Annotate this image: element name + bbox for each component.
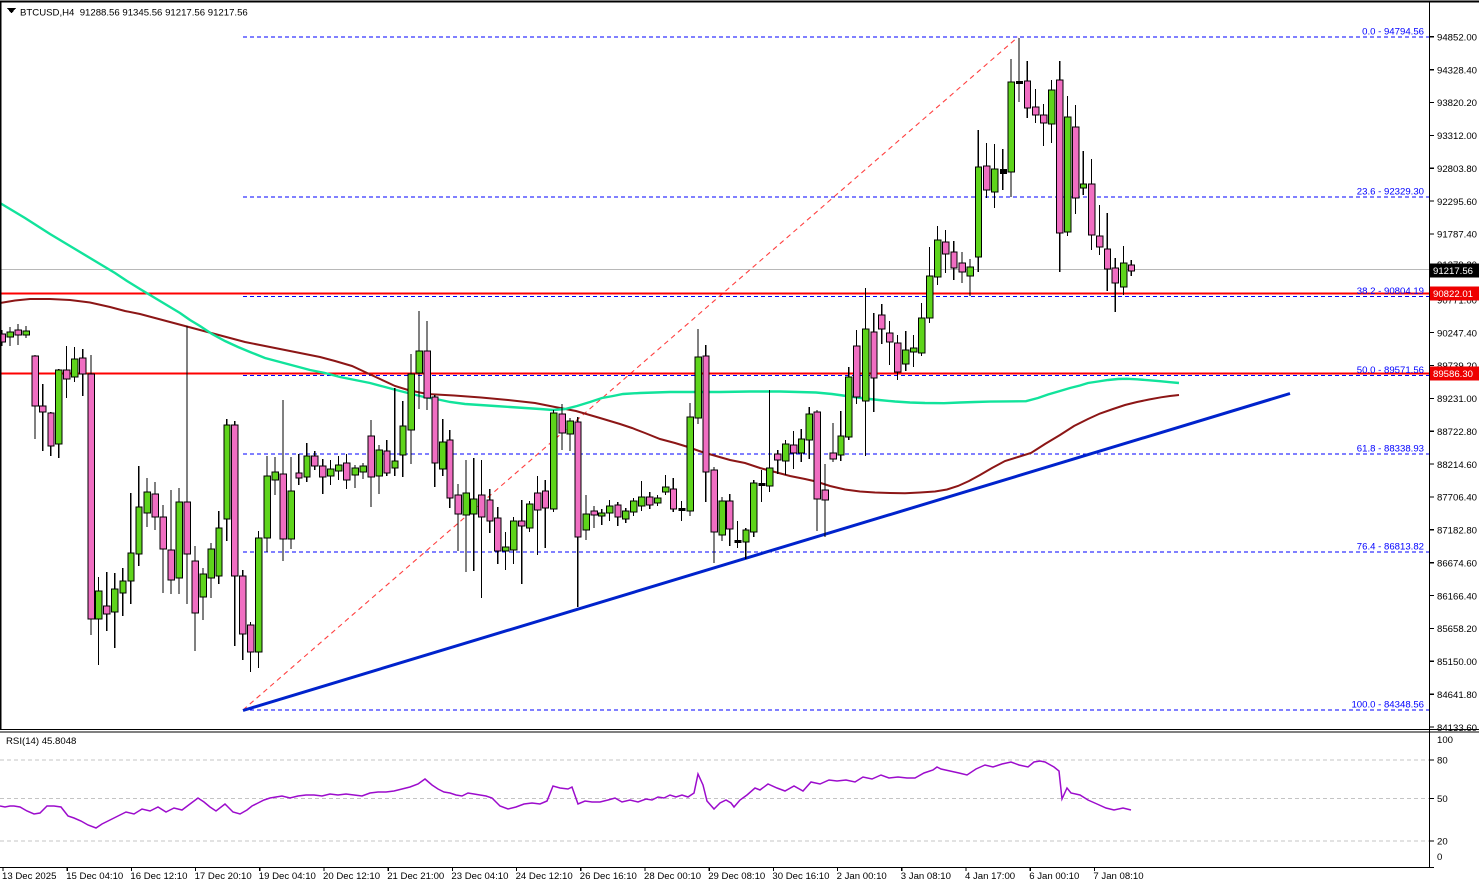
svg-text:29 Dec 08:10: 29 Dec 08:10 [708,871,765,882]
svg-text:20 Dec 12:10: 20 Dec 12:10 [323,871,380,882]
svg-text:86674.60: 86674.60 [1437,558,1477,569]
svg-text:20: 20 [1437,837,1448,848]
svg-text:100.0 - 84348.56: 100.0 - 84348.56 [1351,700,1424,711]
svg-text:50.0 - 89571.56: 50.0 - 89571.56 [1357,365,1424,376]
svg-text:26 Dec 16:10: 26 Dec 16:10 [580,871,637,882]
svg-text:7 Jan 08:10: 7 Jan 08:10 [1093,871,1143,882]
svg-text:23 Dec 04:10: 23 Dec 04:10 [451,871,508,882]
svg-text:6 Jan 00:10: 6 Jan 00:10 [1029,871,1079,882]
svg-text:90771.00: 90771.00 [1437,295,1477,306]
svg-text:80: 80 [1437,756,1448,767]
svg-text:89586.30: 89586.30 [1433,369,1473,380]
svg-text:89231.00: 89231.00 [1437,394,1477,405]
svg-text:84133.60: 84133.60 [1437,723,1477,734]
svg-text:0: 0 [1437,852,1442,863]
svg-text:76.4 - 86813.82: 76.4 - 86813.82 [1357,542,1424,553]
svg-text:3 Jan 08:10: 3 Jan 08:10 [901,871,951,882]
svg-text:85150.00: 85150.00 [1437,657,1477,668]
svg-text:0.0 - 94794.56: 0.0 - 94794.56 [1362,27,1424,38]
svg-text:90247.40: 90247.40 [1437,328,1477,339]
svg-text:4 Jan 17:00: 4 Jan 17:00 [965,871,1015,882]
svg-text:16 Dec 12:10: 16 Dec 12:10 [130,871,187,882]
svg-text:61.8 - 88338.93: 61.8 - 88338.93 [1357,444,1424,455]
svg-text:88214.60: 88214.60 [1437,460,1477,471]
svg-text:19 Dec 04:10: 19 Dec 04:10 [259,871,316,882]
svg-text:50: 50 [1437,794,1448,805]
svg-text:100: 100 [1437,735,1453,746]
svg-text:30 Dec 16:10: 30 Dec 16:10 [772,871,829,882]
svg-text:15 Dec 04:10: 15 Dec 04:10 [66,871,123,882]
svg-text:84641.80: 84641.80 [1437,690,1477,701]
svg-text:92295.60: 92295.60 [1437,197,1477,208]
svg-text:2 Jan 00:10: 2 Jan 00:10 [837,871,887,882]
svg-text:93312.00: 93312.00 [1437,131,1477,142]
svg-text:92803.80: 92803.80 [1437,164,1477,175]
svg-text:23.6 - 92329.30: 23.6 - 92329.30 [1357,187,1424,198]
svg-text:13 Dec 2025: 13 Dec 2025 [2,871,56,882]
svg-text:94852.00: 94852.00 [1437,33,1477,44]
svg-text:91217.56: 91217.56 [1433,266,1473,277]
svg-text:38.2 - 90804.19: 38.2 - 90804.19 [1357,286,1424,297]
svg-text:90822.01: 90822.01 [1433,289,1473,300]
svg-text:94328.40: 94328.40 [1437,65,1477,76]
svg-text:91787.40: 91787.40 [1437,230,1477,241]
svg-text:86166.40: 86166.40 [1437,591,1477,602]
svg-text:28 Dec 00:10: 28 Dec 00:10 [644,871,701,882]
svg-text:24 Dec 12:10: 24 Dec 12:10 [516,871,573,882]
svg-text:RSI(14) 45.8048: RSI(14) 45.8048 [6,736,76,747]
svg-text:87182.80: 87182.80 [1437,526,1477,537]
svg-text:BTCUSD,H4 91288.56 91345.56 9: BTCUSD,H4 91288.56 91345.56 91217.56 912… [20,8,248,19]
svg-text:88722.80: 88722.80 [1437,427,1477,438]
svg-text:87706.40: 87706.40 [1437,493,1477,504]
svg-text:85658.20: 85658.20 [1437,624,1477,635]
svg-text:21 Dec 21:00: 21 Dec 21:00 [387,871,444,882]
svg-text:93820.20: 93820.20 [1437,98,1477,109]
svg-text:17 Dec 20:10: 17 Dec 20:10 [195,871,252,882]
